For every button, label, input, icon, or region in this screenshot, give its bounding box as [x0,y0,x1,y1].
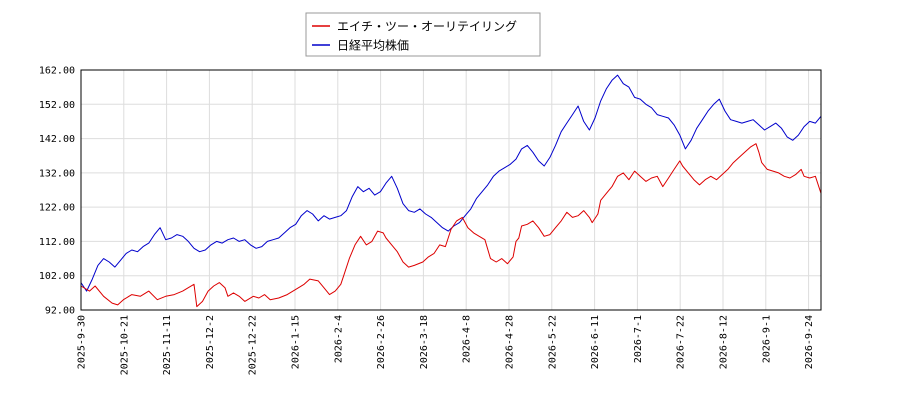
x-tick-label: 2026-9-24 [804,315,815,369]
y-axis-ticks: 92.00 102.00 112.00 122.00 132.00 142.00 152.0… [39,66,75,317]
x-tick-label: 2025-11-11 [162,315,173,375]
y-tick-label: 132.00 [39,168,75,179]
x-tick-label: 2026-7-1 [633,315,644,363]
x-tick-label: 2026-1-15 [291,315,302,369]
x-tick-label: 2025-12-22 [248,315,259,375]
y-tick-label: 152.00 [39,100,75,111]
y-tick-label: 112.00 [39,237,75,248]
x-axis-ticks: 2025-9-30 2025-10-21 2025-11-11 2025-12-2 20… [77,315,816,375]
x-tick-label: 2026-4-28 [505,315,516,369]
x-tick-label: 2026-7-22 [676,315,687,369]
x-tick-label: 2026-6-11 [590,315,601,369]
gridlines [80,69,821,311]
legend-label-h2o: エイチ・ツー・オーリテイリング [337,20,517,34]
x-tick-label: 2026-8-12 [719,315,730,369]
x-tick-label: 2026-5-22 [547,315,558,369]
x-tick-label: 2026-2-4 [333,315,344,363]
series-layer [80,74,822,308]
x-tick-label: 2025-10-21 [119,315,130,375]
y-tick-label: 142.00 [39,134,75,145]
y-tick-label: 102.00 [39,271,75,282]
y-tick-label: 122.00 [39,203,75,214]
series-line-h2o [80,143,822,308]
legend-label-nikkei: 日経平均株価 [337,38,409,53]
x-tick-label: 2026-3-18 [419,315,430,369]
legend: エイチ・ツー・オーリテイリング 日経平均株価 [305,12,541,57]
legend-box [305,12,541,57]
x-tick-label: 2026-4-8 [462,315,473,363]
x-tick-label: 2025-12-2 [205,315,216,369]
x-tick-label: 2026-2-26 [376,315,387,369]
y-tick-label: 162.00 [39,66,75,77]
y-tick-label: 92.00 [45,306,75,317]
series-line-nikkei [80,74,822,292]
x-tick-label: 2025-9-30 [77,315,88,369]
plot-frame [80,69,822,311]
x-tick-label: 2026-9-1 [761,315,772,363]
